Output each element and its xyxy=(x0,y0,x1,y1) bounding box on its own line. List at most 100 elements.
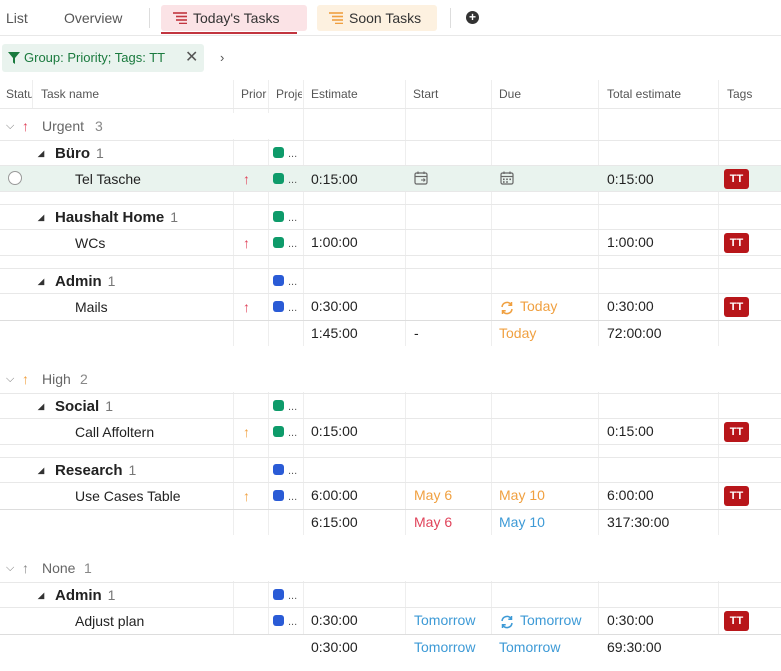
close-filter-icon[interactable]: ✕ xyxy=(185,49,199,66)
project-ellipsis: ... xyxy=(288,491,298,503)
project-ellipsis: ... xyxy=(288,590,298,602)
task-due-date[interactable]: Tomorrow xyxy=(520,612,582,628)
project-color-dot xyxy=(273,464,284,475)
status-radio[interactable] xyxy=(8,171,22,185)
chevron-right-icon[interactable]: › xyxy=(220,50,225,65)
tag-badge[interactable]: TT xyxy=(724,297,749,317)
project-ellipsis: ... xyxy=(288,148,298,160)
column-task-name[interactable]: Task name xyxy=(41,87,100,101)
collapse-triangle-icon[interactable]: ◢ xyxy=(38,277,45,286)
project-count: 1 xyxy=(170,209,178,225)
project-name: Admin xyxy=(55,273,102,290)
column-due[interactable]: Due xyxy=(499,87,522,101)
task-total-estimate: 0:15:00 xyxy=(607,171,654,187)
chevron-down-icon[interactable]: ⌵ xyxy=(6,373,15,385)
project-count: 1 xyxy=(105,398,113,414)
row-divider xyxy=(0,582,781,583)
task-name[interactable]: Call Affoltern xyxy=(75,424,155,440)
project-ellipsis: ... xyxy=(288,174,298,186)
priority-urgent-icon[interactable]: ↑ xyxy=(243,171,250,187)
task-estimate[interactable]: 0:30:00 xyxy=(311,612,358,628)
group-header-urgent[interactable]: ⌵ ↑ Urgent 3 xyxy=(0,113,300,139)
collapse-triangle-icon[interactable]: ◢ xyxy=(38,149,45,158)
task-estimate[interactable]: 1:00:00 xyxy=(311,234,358,250)
task-due-date[interactable]: Today xyxy=(520,298,558,314)
tab-todays-tasks-label: Today's Tasks xyxy=(193,10,280,26)
priority-urgent-icon[interactable]: ↑ xyxy=(243,235,250,251)
group-summary-estimate: 0:30:00 xyxy=(311,639,358,655)
tag-badge[interactable]: TT xyxy=(724,611,749,631)
column-total-estimate[interactable]: Total estimate xyxy=(607,87,682,101)
collapse-triangle-icon[interactable]: ◢ xyxy=(38,591,45,600)
collapse-triangle-icon[interactable]: ◢ xyxy=(38,213,45,222)
task-name[interactable]: Use Cases Table xyxy=(75,488,181,504)
due-date-calendar-icon[interactable] xyxy=(500,171,514,185)
group-summary-due: Today xyxy=(499,325,537,341)
task-name[interactable]: Tel Tasche xyxy=(75,171,141,187)
tab-soon-tasks-label: Soon Tasks xyxy=(349,10,422,26)
project-name: Büro xyxy=(55,145,90,162)
project-header[interactable]: ◢ Social 1 xyxy=(38,393,113,419)
priority-high-icon[interactable]: ↑ xyxy=(243,424,250,440)
project-color-dot xyxy=(273,589,284,600)
table-row-selected[interactable] xyxy=(0,166,781,191)
tag-badge[interactable]: TT xyxy=(724,486,749,506)
task-estimate[interactable]: 0:30:00 xyxy=(311,298,358,314)
column-status[interactable]: Statu xyxy=(6,87,32,101)
add-tab-icon[interactable]: + xyxy=(466,11,479,24)
task-start-date[interactable]: May 6 xyxy=(414,487,453,503)
task-start-date[interactable]: Tomorrow xyxy=(414,612,476,628)
task-name[interactable]: Adjust plan xyxy=(75,613,145,629)
group-header-none[interactable]: ⌵ ↑ None 1 xyxy=(0,555,781,581)
row-divider xyxy=(0,482,781,483)
collapse-triangle-icon[interactable]: ◢ xyxy=(38,466,45,475)
tag-badge[interactable]: TT xyxy=(724,169,749,189)
task-name[interactable]: Mails xyxy=(75,299,108,315)
row-divider xyxy=(0,634,781,635)
tag-badge[interactable]: TT xyxy=(724,233,749,253)
column-project[interactable]: Proje xyxy=(276,87,302,101)
project-color-dot xyxy=(273,615,284,626)
tab-overview[interactable]: Overview xyxy=(64,10,123,26)
start-date-calendar-icon[interactable] xyxy=(414,171,428,185)
group-header-high[interactable]: ⌵ ↑ High 2 xyxy=(0,366,781,392)
chevron-down-icon[interactable]: ⌵ xyxy=(6,120,15,132)
project-count: 1 xyxy=(96,145,104,161)
task-name[interactable]: WCs xyxy=(75,235,106,251)
task-estimate[interactable]: 6:00:00 xyxy=(311,487,358,503)
collapse-triangle-icon[interactable]: ◢ xyxy=(38,402,45,411)
view-tabs: List Overview Today's Tasks Soon Tasks + xyxy=(0,0,781,36)
column-tags[interactable]: Tags xyxy=(727,87,753,101)
project-header[interactable]: ◢ Admin 1 xyxy=(38,268,115,294)
header-divider xyxy=(0,108,781,109)
chevron-down-icon[interactable]: ⌵ xyxy=(6,562,15,574)
task-due-date[interactable]: May 10 xyxy=(499,487,545,503)
row-divider xyxy=(0,140,781,141)
filter-chip[interactable]: Group: Priority; Tags: TT ✕ xyxy=(2,44,204,72)
project-header[interactable]: ◢ Research 1 xyxy=(38,457,136,483)
task-estimate[interactable]: 0:15:00 xyxy=(311,423,358,439)
task-total-estimate: 0:30:00 xyxy=(607,612,654,628)
project-name: Admin xyxy=(55,587,102,604)
column-estimate[interactable]: Estimate xyxy=(311,87,358,101)
group-summary-due: May 10 xyxy=(499,514,545,530)
project-count: 1 xyxy=(107,587,116,603)
task-total-estimate: 6:00:00 xyxy=(607,487,654,503)
project-header[interactable]: ◢ Admin 1 xyxy=(38,582,116,608)
priority-urgent-icon[interactable]: ↑ xyxy=(243,299,250,315)
tab-list[interactable]: List xyxy=(6,10,28,26)
column-start[interactable]: Start xyxy=(413,87,439,101)
project-header[interactable]: ◢ Büro 1 xyxy=(38,140,104,166)
priority-high-icon[interactable]: ↑ xyxy=(243,488,250,504)
group-spacer xyxy=(0,346,781,366)
priority-arrow-up-icon: ↑ xyxy=(22,560,29,576)
column-priority[interactable]: Prior xyxy=(241,87,267,101)
column-divider xyxy=(32,80,33,108)
group-count: 1 xyxy=(84,560,92,576)
task-estimate[interactable]: 0:15:00 xyxy=(311,171,358,187)
tag-badge[interactable]: TT xyxy=(724,422,749,442)
project-header[interactable]: ◢ Haushalt Home 1 xyxy=(38,204,178,230)
tab-soon-tasks[interactable]: Soon Tasks xyxy=(317,5,437,31)
tab-todays-tasks[interactable]: Today's Tasks xyxy=(161,5,307,34)
group-label: None xyxy=(42,560,76,576)
